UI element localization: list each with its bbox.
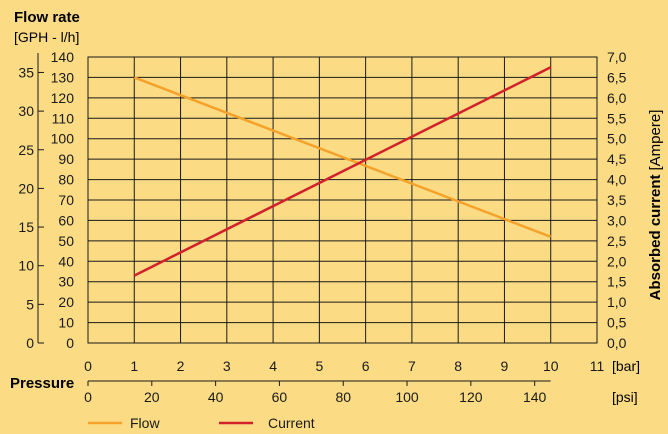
bar-tick-label: 4 [269,358,277,374]
flow-tick-label: 120 [51,90,75,106]
flow-tick-label: 130 [51,69,75,85]
bar-tick-label: 11 [590,358,605,374]
gph-tick-label: 25 [18,142,34,158]
pressure-title: Pressure [10,375,74,392]
bar-tick-label: 8 [454,358,462,374]
gph-tick-label: 0 [26,335,34,351]
psi-tick-label: 0 [84,389,92,405]
bar-tick-label: 5 [315,358,323,374]
absorbed-current-title: Absorbed current [Ampere] [647,110,664,301]
flow-tick-label: 10 [58,315,74,331]
gph-tick-label: 30 [18,103,34,119]
bar-tick-label: 3 [223,358,231,374]
flow-tick-label: 140 [51,49,75,65]
bar-unit: [bar] [612,358,640,374]
flow-tick-label: 60 [58,212,74,228]
psi-unit: [psi] [612,389,638,405]
ampere-tick-label: 1,0 [607,294,627,310]
flow-tick-label: 100 [51,131,75,147]
gph-tick-label: 15 [18,219,34,235]
bar-tick-label: 0 [84,358,92,374]
flow-tick-label: 40 [58,253,74,269]
ampere-tick-label: 1,5 [607,274,627,290]
ampere-tick-label: 5,5 [607,110,627,126]
flow-tick-label: 90 [58,151,74,167]
legend-label-current: Current [268,415,315,431]
psi-tick-label: 120 [459,389,483,405]
flow-tick-label: 110 [52,110,75,126]
ampere-tick-label: 4,5 [607,151,627,167]
ampere-tick-label: 7,0 [607,49,627,65]
bar-tick-label: 10 [543,358,559,374]
gph-tick-label: 10 [18,258,34,274]
ampere-unit: [Ampere] [647,110,664,171]
bar-tick-label: 6 [362,358,370,374]
gph-tick-label: 5 [26,296,34,312]
bar-tick-label: 1 [130,358,138,374]
psi-tick-label: 20 [144,389,160,405]
flow-tick-label: 0 [66,335,74,351]
ampere-tick-label: 0,5 [607,315,627,331]
ampere-tick-label: 0,0 [607,335,627,351]
grid [87,56,598,344]
flow-rate-title: Flow rate [14,9,80,26]
flow-tick-label: 20 [58,294,74,310]
ampere-tick-label: 3,5 [607,192,627,208]
bar-tick-label: 7 [408,358,416,374]
flow-tick-label: 50 [58,233,74,249]
gph-tick-label: 35 [18,64,34,80]
flow-rate-unit: [GPH - l/h] [14,29,79,45]
psi-tick-label: 40 [208,389,224,405]
tick-labels: 0510152025303501020304050607080901001101… [18,49,626,405]
ampere-tick-label: 3,0 [607,212,627,228]
ampere-tick-label: 2,5 [607,233,627,249]
legend: Flow Current [88,415,315,431]
ampere-tick-label: 4,0 [607,172,627,188]
ampere-tick-label: 6,0 [607,90,627,106]
bar-tick-label: 2 [177,358,185,374]
flow-tick-label: 30 [58,274,74,290]
absorbed-current-label: Absorbed current [647,175,664,301]
bar-tick-label: 9 [501,358,509,374]
flow-tick-label: 70 [58,192,74,208]
psi-tick-label: 140 [523,389,547,405]
psi-tick-label: 100 [395,389,419,405]
series-lines [133,66,552,277]
gph-tick-label: 20 [18,180,34,196]
ampere-tick-label: 5,0 [607,131,627,147]
axes [37,53,551,386]
legend-label-flow: Flow [130,415,160,431]
psi-tick-label: 80 [335,389,351,405]
psi-tick-label: 60 [272,389,288,405]
flow-tick-label: 80 [58,172,74,188]
ampere-tick-label: 2,0 [607,253,627,269]
series-line-current [133,66,552,277]
ampere-tick-label: 6,5 [607,69,627,85]
series-line-flow [133,76,552,238]
